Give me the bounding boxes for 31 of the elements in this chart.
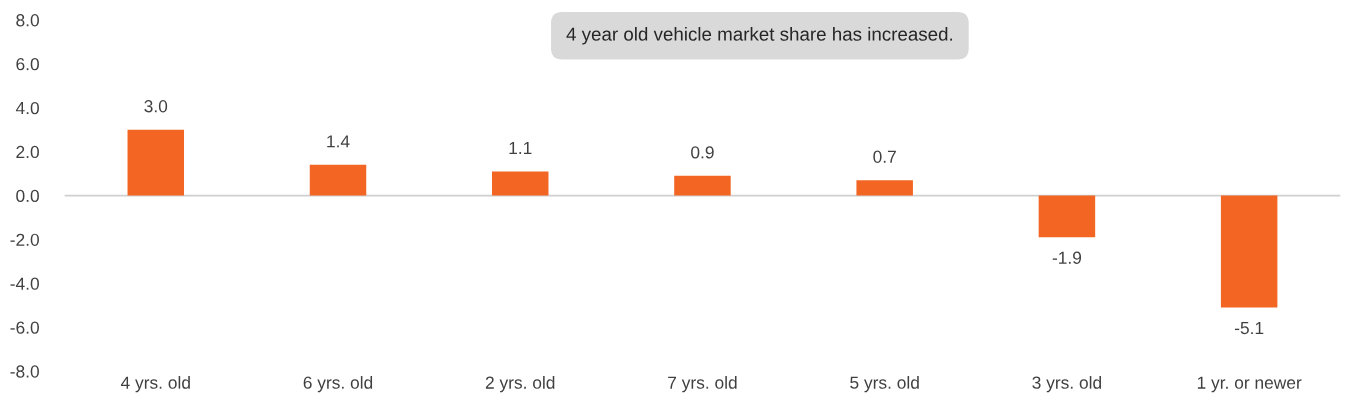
- bar: [309, 164, 367, 196]
- data-label: 1.4: [327, 135, 350, 148]
- bar: [1038, 195, 1096, 238]
- x-tick-label: 3 yrs. old: [1032, 376, 1102, 393]
- data-label: 0.7: [873, 150, 896, 163]
- x-tick-label: 4 yrs. old: [120, 376, 190, 393]
- data-label: 0.9: [691, 146, 714, 159]
- data-label: -5.1: [1234, 322, 1264, 335]
- data-label: -1.9: [1052, 251, 1082, 264]
- y-tick-label: 0.0: [16, 189, 39, 203]
- data-label: 1.1: [509, 141, 532, 154]
- x-tick-label: 2 yrs. old: [485, 376, 555, 393]
- y-tick-label: 6.0: [16, 58, 39, 71]
- y-tick-label: -4.0: [10, 277, 39, 290]
- y-tick-label: 2.0: [16, 145, 39, 159]
- bar: [491, 171, 549, 196]
- bar: [127, 129, 185, 196]
- x-tick-label: 7 yrs. old: [668, 376, 737, 393]
- y-tick-label: 4.0: [15, 101, 39, 115]
- y-tick-label: 8.0: [16, 14, 39, 27]
- y-tick-label: -6.0: [10, 321, 39, 334]
- bar: [1220, 195, 1278, 308]
- y-tick-label: -8.0: [10, 365, 39, 378]
- bar: [856, 180, 913, 196]
- y-tick-label: -2.0: [10, 233, 39, 246]
- annotation: 4 year old vehicle market share has increased.: [566, 27, 953, 45]
- x-tick-label: 1 yr. or newer: [1197, 376, 1302, 393]
- bar: [674, 175, 731, 196]
- x-tick-label: 6 yrs. old: [303, 376, 373, 393]
- x-tick-label: 5 yrs. old: [850, 376, 919, 393]
- data-label: 3.0: [144, 100, 168, 113]
